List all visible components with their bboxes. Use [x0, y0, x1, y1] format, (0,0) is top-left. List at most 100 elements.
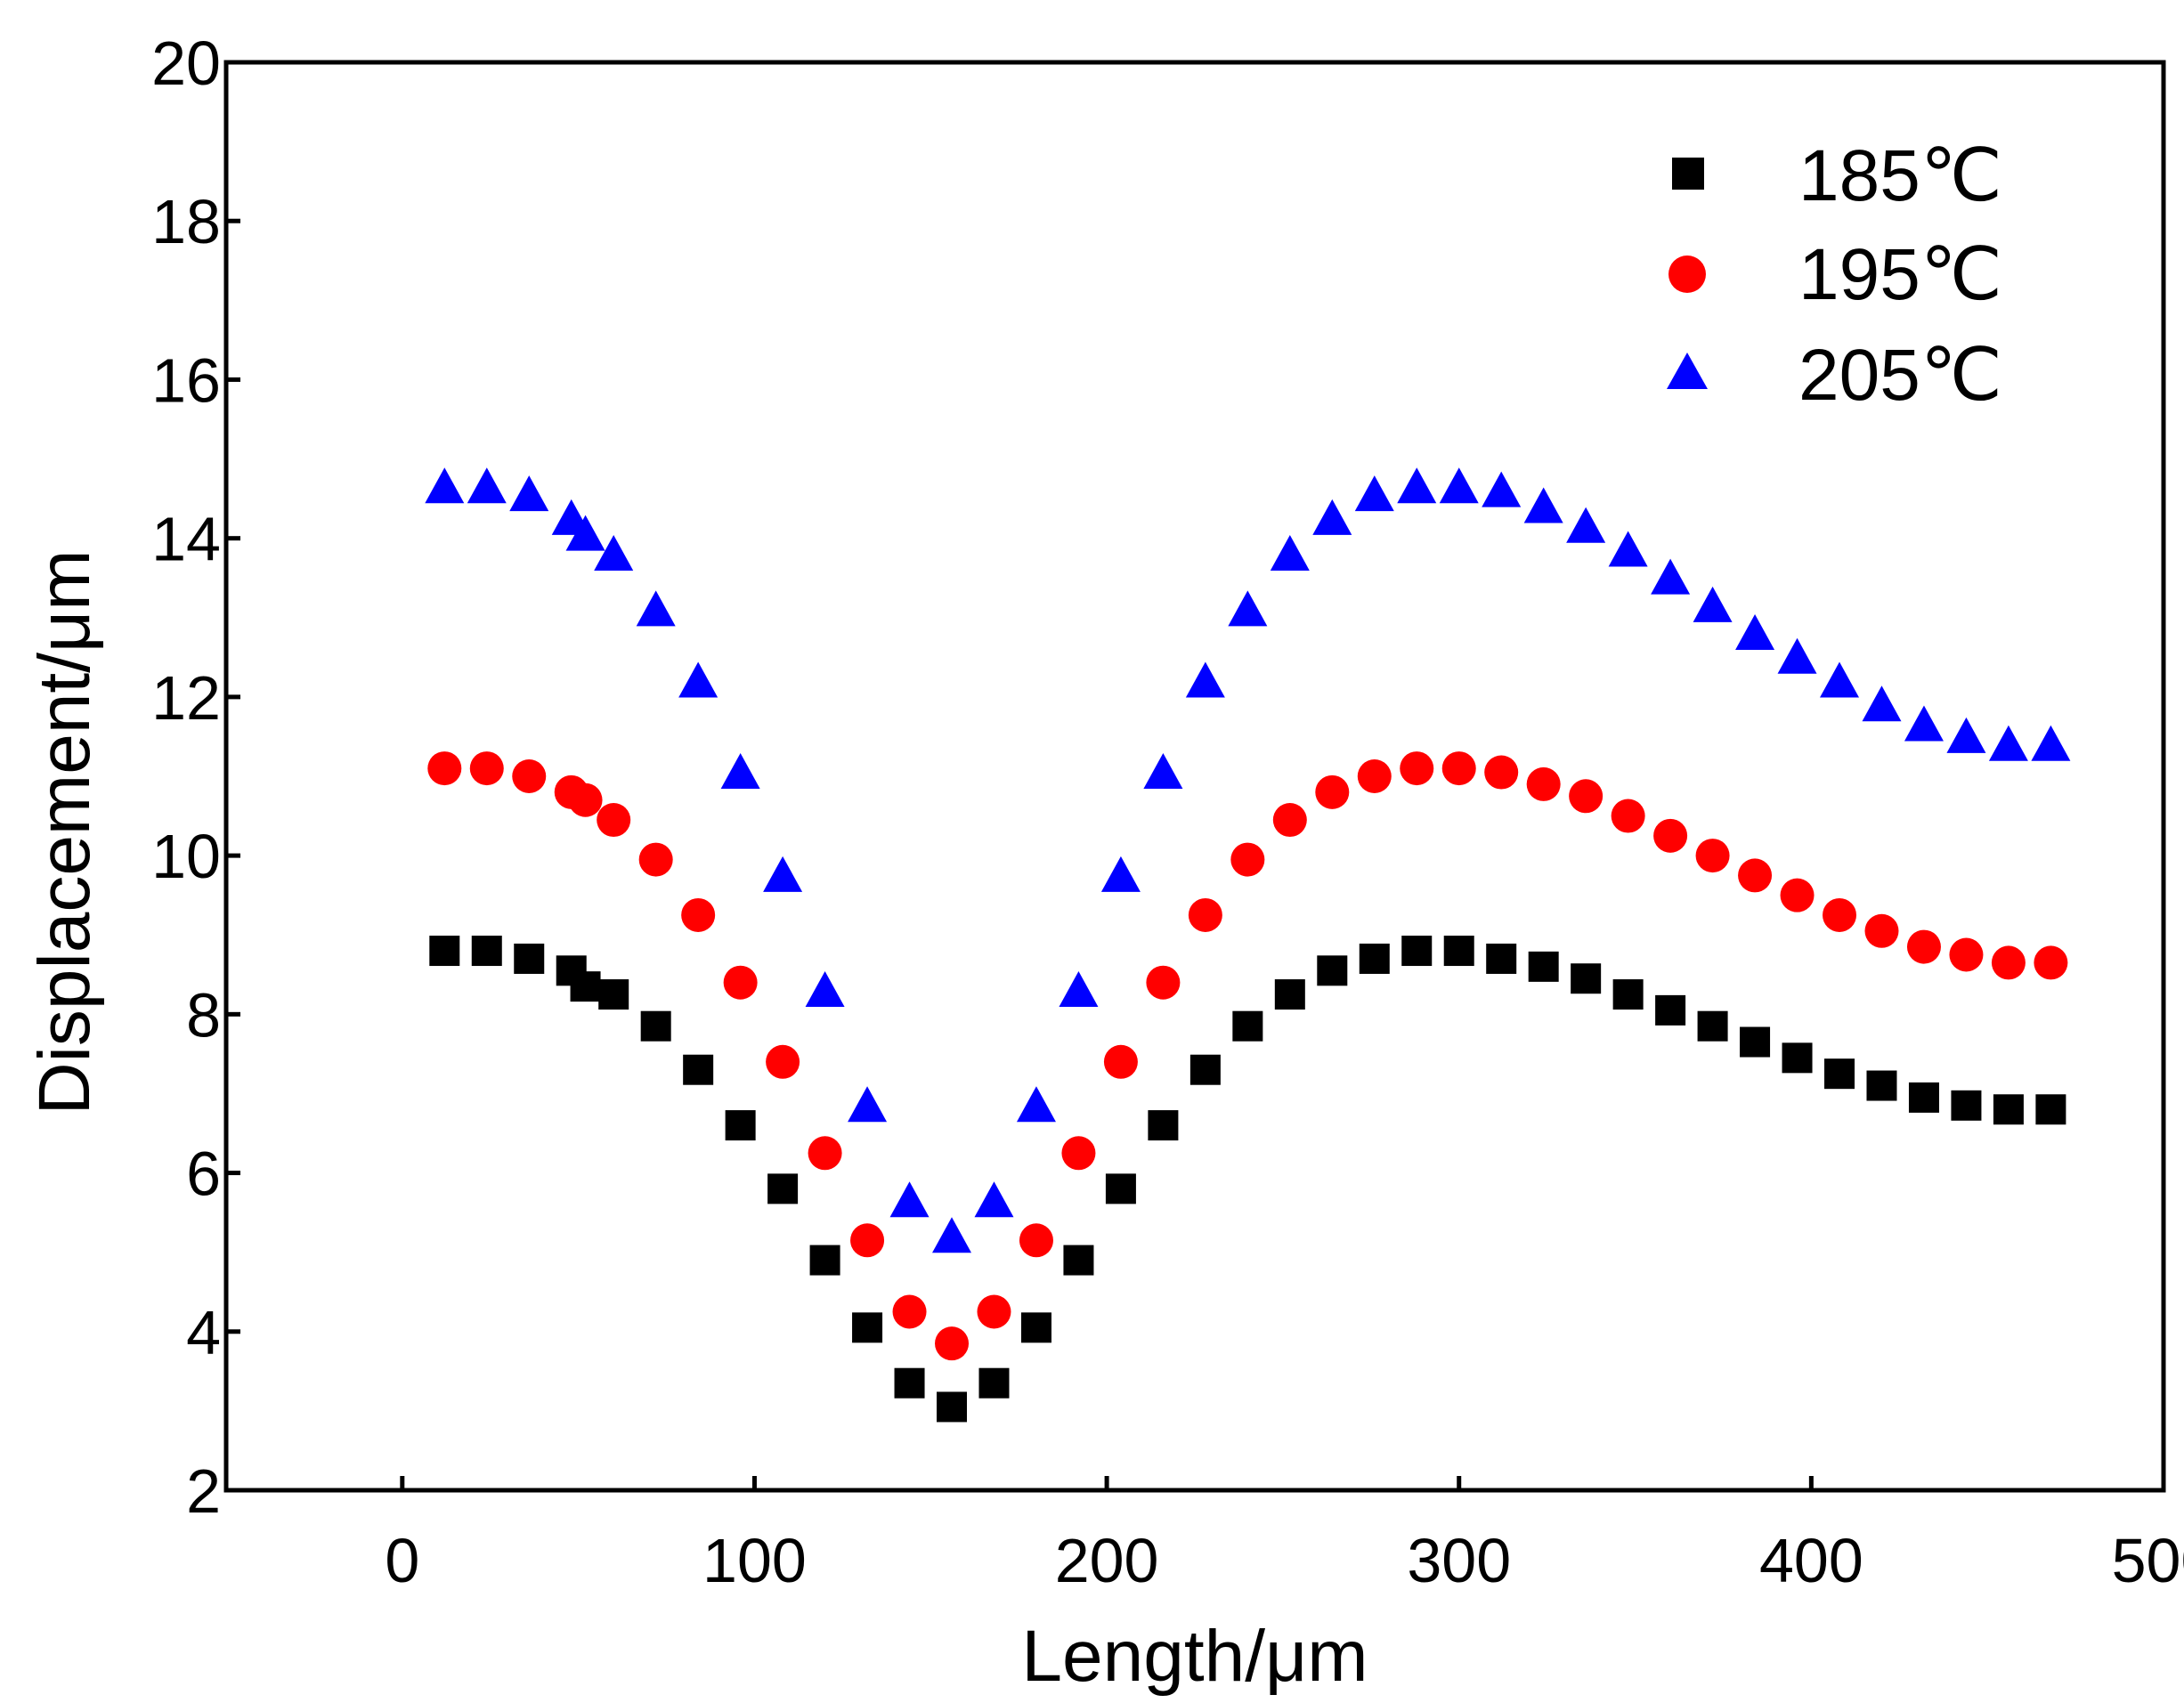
- data-point-square: [1189, 1054, 1221, 1085]
- data-point-triangle: [1482, 471, 1522, 507]
- data-point-square: [514, 943, 545, 974]
- data-point-circle: [1272, 803, 1307, 838]
- data-point-triangle: [720, 753, 760, 789]
- data-point-circle: [1188, 897, 1222, 932]
- data-point-square: [894, 1367, 925, 1399]
- data-point-circle: [1357, 759, 1392, 793]
- data-point-square: [570, 971, 601, 1002]
- data-point-triangle: [1059, 971, 1099, 1008]
- series-layer: [425, 467, 2071, 1423]
- data-point-circle: [935, 1326, 970, 1361]
- legend-marker-square: [1672, 158, 1704, 190]
- data-point-triangle: [1608, 531, 1648, 567]
- data-point-square: [640, 1010, 671, 1042]
- data-point-square: [1824, 1058, 1855, 1090]
- data-point-circle: [1738, 858, 1773, 893]
- data-point-triangle: [1143, 753, 1183, 789]
- data-point-triangle: [805, 971, 845, 1008]
- data-point-triangle: [509, 475, 549, 512]
- data-point-triangle: [1904, 705, 1944, 742]
- data-point-square: [1317, 955, 1348, 986]
- data-point-circle: [1526, 766, 1561, 801]
- data-point-square: [1020, 1312, 1051, 1343]
- data-point-circle: [1315, 774, 1350, 809]
- data-point-square: [2035, 1094, 2066, 1125]
- legend-label-195: 195℃: [1798, 234, 2002, 315]
- data-point-circle: [1823, 897, 1857, 932]
- series-circle: [427, 751, 2068, 1361]
- data-point-square: [1105, 1173, 1136, 1204]
- data-point-triangle: [1777, 637, 1817, 674]
- data-point-square: [1063, 1245, 1094, 1276]
- legend-marker-circle: [1668, 255, 1706, 293]
- data-point-square: [1401, 936, 1433, 967]
- data-point-circle: [469, 751, 504, 786]
- y-tick-label: 12: [151, 663, 221, 733]
- data-point-circle: [766, 1044, 800, 1079]
- y-tick-label: 6: [186, 1139, 221, 1209]
- data-point-triangle: [932, 1217, 972, 1253]
- data-point-square: [1697, 1010, 1728, 1042]
- data-point-square: [978, 1367, 1010, 1399]
- plot-area: 2 4 6 8 10 12 14 16 18 20 0 100 200 300 400 500: [151, 28, 2184, 1595]
- data-point-circle: [1780, 878, 1815, 912]
- y-tick-label: 14: [151, 505, 221, 574]
- x-tick-label: 100: [702, 1526, 807, 1595]
- data-point-square: [1908, 1082, 1939, 1113]
- data-point-square: [1443, 936, 1474, 967]
- legend-item-205: 205℃: [1667, 335, 2002, 416]
- data-point-square: [1866, 1070, 1897, 1101]
- data-point-circle: [568, 783, 603, 817]
- data-point-square: [1148, 1110, 1179, 1141]
- data-point-triangle: [1862, 685, 1902, 722]
- data-point-circle: [1611, 799, 1645, 833]
- data-point-circle: [2034, 945, 2068, 980]
- data-point-triangle: [425, 467, 465, 504]
- data-point-square: [809, 1245, 840, 1276]
- data-point-circle: [1441, 751, 1476, 786]
- data-point-circle: [977, 1294, 1011, 1329]
- data-point-triangle: [763, 856, 803, 892]
- data-point-triangle: [1439, 467, 1479, 504]
- y-axis-title: Displacement/μm: [24, 549, 105, 1115]
- data-point-circle: [681, 897, 716, 932]
- x-tick-label: 300: [1407, 1526, 1511, 1595]
- data-point-triangle: [1016, 1086, 1056, 1123]
- data-point-triangle: [1820, 661, 1860, 698]
- data-point-triangle: [1988, 725, 2028, 761]
- data-point-triangle: [678, 661, 719, 698]
- data-point-square: [1740, 1026, 1771, 1058]
- x-axis-title: Length/μm: [1021, 1616, 1368, 1697]
- legend-label-185: 185℃: [1798, 135, 2002, 216]
- data-point-circle: [1991, 945, 2026, 980]
- data-point-circle: [1484, 755, 1519, 790]
- data-point-triangle: [1185, 661, 1225, 698]
- data-point-triangle: [1523, 487, 1563, 523]
- data-point-square: [1232, 1010, 1263, 1042]
- data-point-circle: [1864, 913, 1899, 948]
- data-point-square: [1528, 951, 1559, 982]
- data-point-square: [598, 979, 629, 1010]
- data-point-circle: [1906, 929, 1941, 964]
- data-point-square: [1359, 943, 1390, 974]
- legend: 185℃ 195℃ 205℃: [1667, 135, 2002, 416]
- legend-marker-triangle: [1667, 353, 1708, 389]
- data-point-triangle: [1397, 467, 1437, 504]
- data-point-square: [1274, 979, 1305, 1010]
- data-point-square: [937, 1391, 968, 1423]
- legend-item-195: 195℃: [1668, 234, 2002, 315]
- data-point-triangle: [467, 467, 507, 504]
- data-point-triangle: [1270, 534, 1310, 571]
- data-point-square: [1993, 1094, 2024, 1125]
- data-point-circle: [892, 1294, 927, 1329]
- data-point-triangle: [1100, 856, 1141, 892]
- data-point-circle: [1230, 842, 1265, 877]
- data-point-triangle: [1228, 590, 1268, 627]
- data-point-triangle: [889, 1181, 930, 1218]
- data-point-circle: [1653, 818, 1688, 853]
- y-tick-label: 8: [186, 980, 221, 1050]
- data-point-circle: [1019, 1223, 1053, 1258]
- data-point-square: [1951, 1090, 1982, 1121]
- data-point-triangle: [636, 590, 676, 627]
